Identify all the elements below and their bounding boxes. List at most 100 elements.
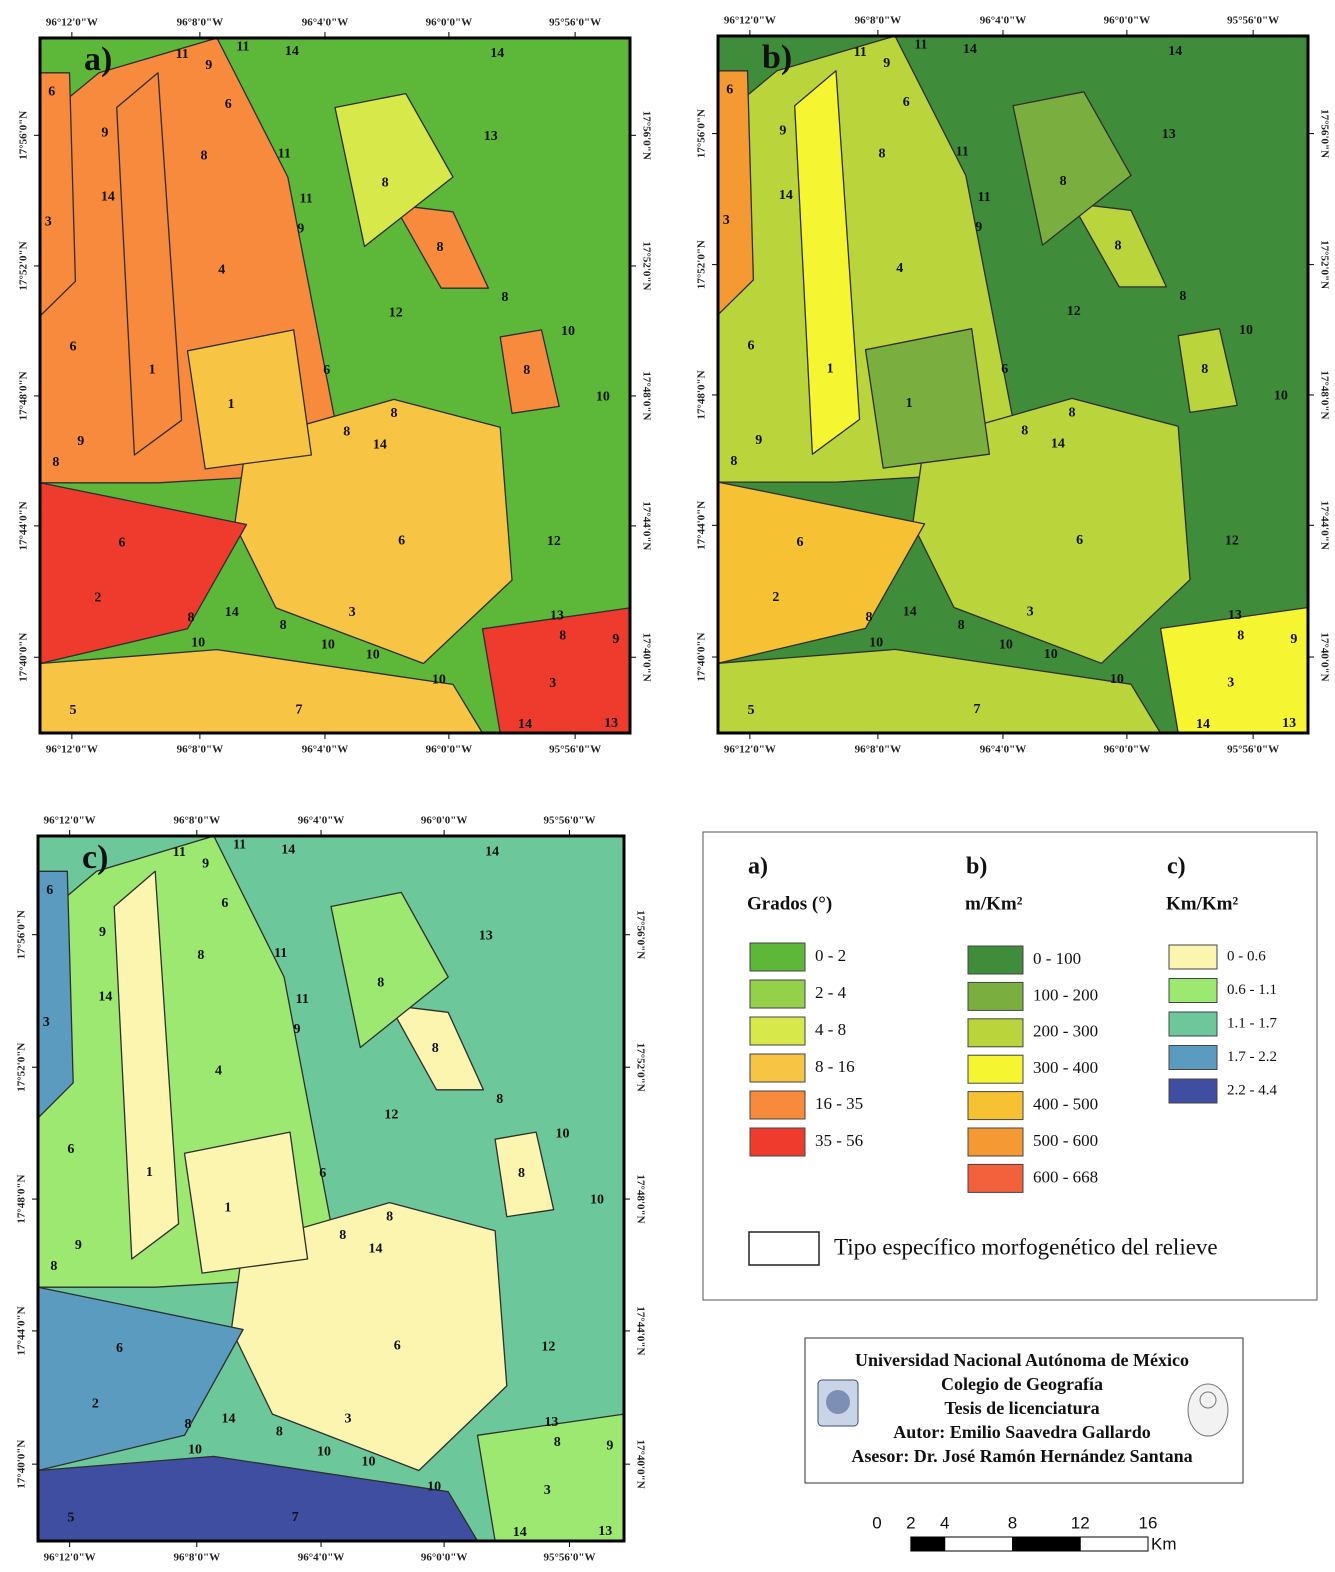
legend-swatch: [1169, 945, 1217, 969]
legend-swatch: [968, 1092, 1023, 1120]
relief-unit: [483, 608, 631, 733]
map-unit-label: 12: [389, 305, 403, 320]
scale-label: 4: [940, 1513, 949, 1532]
lat-label: 17°44'0"N: [18, 501, 30, 550]
map-unit-label: 8: [1179, 289, 1186, 304]
lat-label: 17°52'0"N: [16, 1043, 28, 1092]
lat-label: 17°48'0"N: [696, 370, 708, 419]
map-unit-label: 4: [218, 262, 225, 277]
legend-swatch: [968, 946, 1023, 974]
map-unit-label: 3: [1227, 676, 1234, 691]
map-unit-label: 3: [45, 214, 52, 229]
lon-label: 96°8'0"W: [855, 15, 902, 27]
map-unit-label: 14: [1168, 44, 1182, 59]
legend-label: 1.1 - 1.7: [1227, 1015, 1277, 1031]
map-unit-label: 9: [606, 1439, 613, 1454]
legend-label: 200 - 300: [1033, 1022, 1098, 1041]
map-unit-label: 2: [772, 590, 779, 605]
map-unit-label: 1: [224, 1200, 231, 1215]
map-unit-label: 7: [974, 702, 981, 717]
map-unit-label: 6: [797, 535, 804, 550]
map-unit-label: 3: [1027, 605, 1034, 620]
lon-label: 96°12'0"W: [46, 744, 98, 756]
legend-label: 16 - 35: [815, 1094, 863, 1113]
map-unit-label: 14: [1196, 717, 1210, 732]
legend-swatch: [750, 1054, 805, 1082]
relief-unit: [866, 329, 990, 468]
map-unit-label: 14: [281, 842, 295, 857]
map-unit-label: 12: [541, 1339, 555, 1354]
legend-title: a): [748, 854, 768, 880]
map-unit-label: 11: [299, 191, 312, 206]
map-unit-label: 8: [391, 406, 398, 421]
legend-label: 100 - 200: [1033, 985, 1098, 1004]
scale-segment: [945, 1537, 1013, 1551]
legend-swatch: [968, 1164, 1023, 1192]
lon-label: 96°12'0"W: [44, 1552, 96, 1564]
map-unit-label: 14: [98, 990, 112, 1005]
map-unit-label: 14: [369, 1241, 383, 1256]
lat-label: 17°52'0"N: [18, 241, 30, 290]
map-unit-label: 1: [228, 397, 235, 412]
map-unit-label: 8: [1060, 174, 1067, 189]
map-unit-label: 3: [344, 1411, 351, 1426]
map-unit-label: 6: [748, 338, 755, 353]
lat-label: 17°40'0"N: [16, 1440, 28, 1489]
legend-swatch: [968, 1019, 1023, 1047]
map-unit-label: 14: [221, 1411, 235, 1426]
lat-label: 17°56'0"N: [16, 910, 28, 959]
map-unit-label: 6: [70, 339, 77, 354]
map-unit-label: 10: [188, 1442, 202, 1457]
map-unit-label: 8: [730, 454, 737, 469]
map-unit-label: 8: [201, 148, 208, 163]
lat-label: 17°44'0"N: [696, 501, 708, 550]
map-unit-label: 11: [296, 992, 309, 1007]
map-unit-label: 13: [484, 129, 498, 144]
map-unit-label: 3: [349, 605, 356, 620]
map-unit-label: 5: [70, 703, 77, 718]
map-unit-label: 9: [294, 1022, 301, 1037]
lon-label: 96°12'0"W: [44, 815, 96, 827]
map-unit-label: 8: [386, 1210, 393, 1225]
map-unit-label: 6: [46, 883, 53, 898]
map-unit-label: 10: [191, 636, 205, 651]
map-unit-label: 8: [185, 1417, 192, 1432]
lon-label: 96°4'0"W: [302, 744, 349, 756]
map-unit-label: 14: [903, 605, 917, 620]
map-unit-label: 11: [278, 146, 291, 161]
figure: a)11911141466913811814113984812106168101…: [0, 0, 1335, 1572]
map-unit-label: 13: [604, 716, 618, 731]
scale-segment: [1080, 1537, 1148, 1551]
map-unit-label: 2: [92, 1396, 99, 1411]
lat-label: 17°44'0"N: [640, 501, 652, 550]
legend-title: c): [1167, 854, 1186, 880]
map-unit-label: 9: [99, 925, 106, 940]
legend-swatch: [750, 1017, 805, 1045]
legend-label: 4 - 8: [815, 1020, 846, 1039]
map-unit-label: 8: [339, 1228, 346, 1243]
lon-label: 96°4'0"W: [298, 815, 345, 827]
scale-label: 8: [1008, 1513, 1017, 1532]
map-unit-label: 13: [598, 1524, 612, 1539]
map-unit-label: 14: [518, 717, 532, 732]
lon-label: 95°56'0"W: [543, 815, 595, 827]
credit-line: Tesis de licenciatura: [944, 1398, 1099, 1418]
map-unit-label: 6: [116, 1341, 123, 1356]
map-unit-label: 14: [485, 844, 499, 859]
lon-label: 96°4'0"W: [302, 17, 349, 29]
map-unit-label: 8: [382, 175, 389, 190]
map-unit-label: 6: [323, 363, 330, 378]
lon-label: 96°12'0"W: [46, 17, 98, 29]
map-unit-label: 14: [513, 1525, 527, 1540]
map-unit-label: 11: [233, 837, 246, 852]
map-unit-label: 9: [612, 632, 619, 647]
legend-label: 0.6 - 1.1: [1227, 982, 1277, 998]
map-unit-label: 12: [1067, 304, 1081, 319]
lat-label: 17°52'0"N: [640, 241, 652, 290]
legend-label: 600 - 668: [1033, 1167, 1098, 1186]
lon-label: 96°0'0"W: [426, 744, 473, 756]
relief-unit: [188, 330, 312, 469]
scale-bar: 02481216Km: [872, 1513, 1176, 1553]
lat-label: 17°48'0"N: [16, 1175, 28, 1224]
